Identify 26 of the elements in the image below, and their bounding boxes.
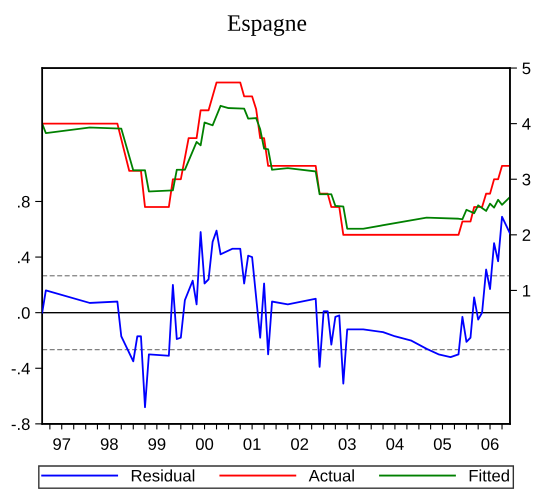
y-tick-label: -.8 [12, 418, 30, 430]
y-tick-label: -.4 [12, 362, 30, 374]
y2-tick-label: 5 [522, 62, 530, 74]
y2-tick-label: 4 [522, 118, 531, 130]
y2-tick-label: 2 [522, 229, 530, 241]
x-tick-label: 99 [148, 438, 166, 450]
x-tick-label: 98 [100, 438, 118, 450]
y-tick-label: .0 [18, 307, 30, 319]
x-tick-label: 00 [196, 438, 214, 450]
line-series [42, 82, 510, 236]
legend-label: Residual [132, 469, 194, 482]
x-tick-label: 05 [434, 438, 452, 450]
y-tick-label: .8 [18, 196, 30, 208]
y2-tick-label: 3 [522, 174, 530, 186]
x-tick-label: 97 [53, 438, 70, 450]
legend-label: Fitted [470, 469, 509, 482]
x-tick-label: 03 [338, 438, 356, 450]
legend-label: Actual [308, 469, 354, 482]
line-series [42, 104, 510, 230]
chart-title: Espagne [228, 15, 306, 36]
x-tick-label: 02 [291, 438, 308, 450]
x-tick-label: 04 [386, 438, 404, 450]
y2-tick-label: 1 [523, 285, 530, 296]
x-tick-label: 01 [243, 438, 261, 450]
x-tick-label: 06 [481, 438, 499, 450]
y-tick-label: .4 [18, 252, 30, 264]
